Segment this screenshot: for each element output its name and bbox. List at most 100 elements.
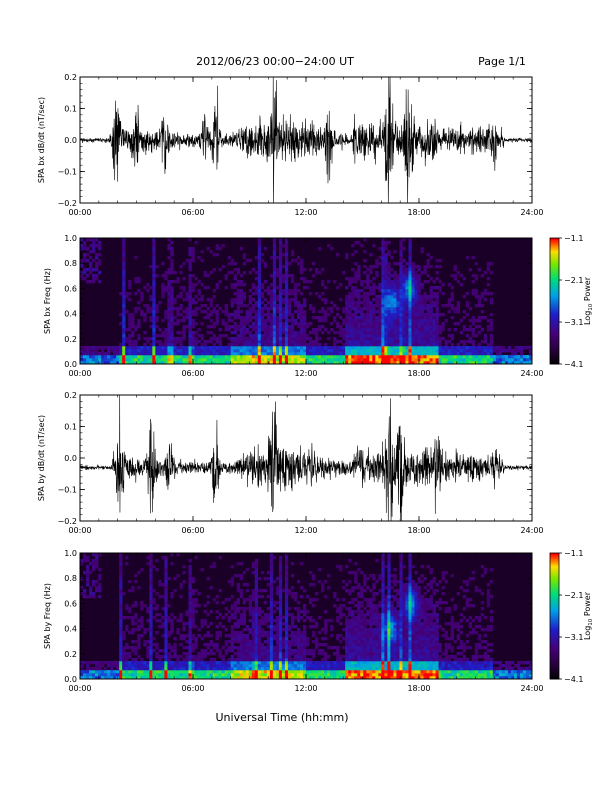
- spectrogram-cell: [480, 295, 485, 299]
- spectrogram-cell: [290, 592, 295, 596]
- spectrogram-cell: [230, 637, 234, 641]
- spectrogram-cell: [197, 352, 201, 356]
- spectrogram-cell: [224, 664, 228, 668]
- spectrogram-cell: [230, 304, 234, 308]
- spectrogram-cell: [146, 649, 150, 653]
- spectrogram-cell: [209, 340, 213, 344]
- spectrogram-cell: [152, 304, 156, 308]
- spectrogram-cell: [224, 643, 228, 647]
- spectrogram-cell: [167, 244, 171, 248]
- spectrogram-cell: [257, 271, 262, 275]
- spectrogram-cell: [266, 613, 271, 617]
- spectrogram-cell: [242, 292, 247, 296]
- spectrogram-cell: [161, 289, 165, 293]
- spectrogram-cell: [119, 562, 123, 566]
- spectrogram-cell: [272, 355, 277, 359]
- spectrogram-cell: [209, 355, 213, 359]
- spectrogram-cell: [281, 265, 286, 269]
- spectrogram-cell: [438, 358, 442, 362]
- spectrogram-cell: [296, 667, 301, 671]
- spectrogram-cell: [296, 646, 301, 650]
- spectrogram-cell: [101, 358, 105, 362]
- spectrogram-cell: [284, 598, 289, 602]
- spectrogram-cell: [290, 586, 295, 590]
- spectrogram-cell: [95, 556, 99, 560]
- spectrogram-cell: [134, 310, 138, 314]
- spectrogram-cell: [152, 355, 156, 359]
- spectrogram-cell: [185, 355, 189, 359]
- spectrogram-cell: [360, 334, 364, 338]
- spectrogram-cell: [167, 346, 171, 350]
- spectrogram-cell: [525, 346, 530, 350]
- spectrogram-cell: [351, 355, 355, 359]
- spectrogram-cell: [411, 271, 415, 275]
- spectrogram-cell: [221, 616, 225, 620]
- spectrogram-cell: [242, 676, 247, 680]
- spectrogram-cell: [435, 259, 439, 263]
- spectrogram-cell: [131, 616, 135, 620]
- spectrogram-cell: [206, 670, 210, 674]
- spectrogram-cell: [396, 349, 400, 353]
- spectrogram-cell: [284, 259, 289, 263]
- spectrogram-cell: [426, 349, 430, 353]
- spectrogram-cell: [236, 316, 240, 320]
- spectrogram-cell: [224, 640, 228, 644]
- spectrogram-cell: [200, 322, 204, 326]
- x-tick-label: 18:00: [407, 526, 430, 535]
- spectrogram-cell: [116, 358, 120, 362]
- spectrogram-cell: [414, 286, 418, 290]
- spectrogram-cell: [257, 643, 262, 647]
- spectrogram-cell: [462, 328, 466, 332]
- spectrogram-cell: [299, 310, 304, 314]
- spectrogram-cell: [149, 676, 153, 680]
- spectrogram-cell: [275, 607, 280, 611]
- spectrogram-cell: [281, 244, 286, 248]
- spectrogram-cell: [206, 349, 210, 353]
- spectrogram-cell: [486, 325, 491, 329]
- spectrogram-cell: [164, 616, 168, 620]
- spectrogram-cell: [122, 247, 126, 251]
- spectrogram-cell: [254, 571, 259, 575]
- spectrogram-cell: [426, 346, 430, 350]
- spectrogram-cell: [197, 676, 201, 680]
- spectrogram-cell: [221, 334, 225, 338]
- spectrogram-cell: [402, 331, 406, 335]
- spectrogram-cell: [161, 286, 165, 290]
- spectrogram-cell: [309, 667, 313, 671]
- spectrogram-cell: [462, 325, 466, 329]
- spectrogram-cell: [432, 328, 436, 332]
- spectrogram-cell: [125, 625, 129, 629]
- spectrogram-cell: [200, 310, 204, 314]
- spectrogram-cell: [197, 670, 201, 674]
- spectrogram-cell: [516, 346, 521, 350]
- spectrogram-cell: [296, 325, 301, 329]
- spectrogram-cell: [372, 355, 376, 359]
- spectrogram-cell: [275, 271, 280, 275]
- spectrogram-cell: [92, 559, 96, 563]
- spectrogram-cell: [188, 253, 192, 257]
- spectrogram-cell: [348, 349, 352, 353]
- spectrogram-cell: [309, 343, 313, 347]
- spectrogram-cell: [167, 319, 171, 323]
- spectrogram-cell: [378, 295, 382, 299]
- spectrogram-cell: [414, 358, 418, 362]
- spectrogram-cell: [257, 661, 262, 665]
- spectrogram-cell: [408, 259, 412, 263]
- spectrogram-cell: [212, 658, 216, 662]
- spectrogram-cell: [333, 340, 337, 344]
- colorbar-segment: [550, 307, 559, 310]
- spectrogram-cell: [468, 361, 473, 365]
- spectrogram-cell: [188, 292, 192, 296]
- spectrogram-cell: [272, 361, 277, 365]
- spectrogram-cell: [197, 667, 201, 671]
- spectrogram-cell: [173, 298, 177, 302]
- spectrogram-cell: [191, 256, 195, 260]
- spectrogram-cell: [324, 349, 328, 353]
- spectrogram-cell: [378, 358, 382, 362]
- spectrogram-cell: [357, 295, 361, 299]
- spectrogram-cell: [387, 241, 391, 245]
- spectrogram-cell: [408, 346, 412, 350]
- spectrogram-cell: [167, 280, 171, 284]
- spectrogram-cell: [384, 319, 388, 323]
- spectrogram-cell: [272, 256, 277, 260]
